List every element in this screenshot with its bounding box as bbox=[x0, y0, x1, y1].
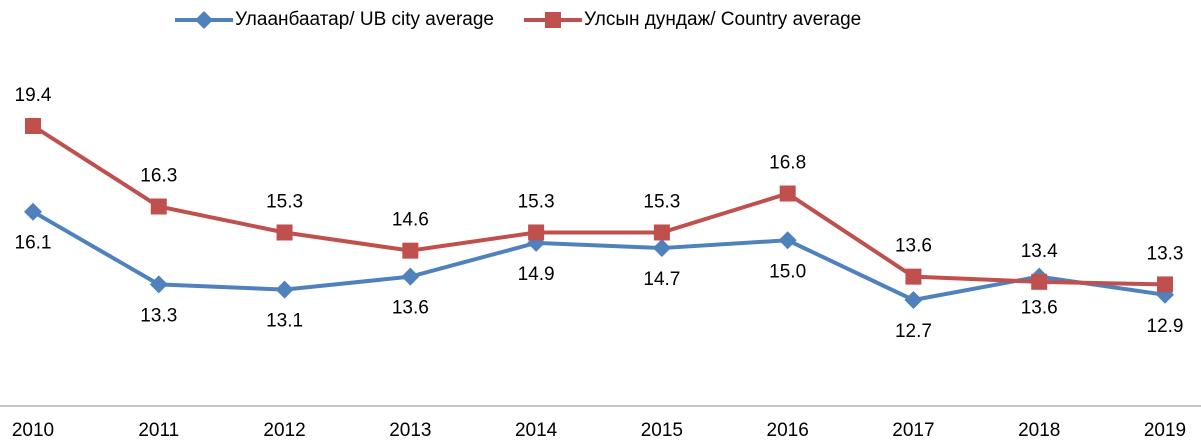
data-label: 16.8 bbox=[769, 153, 806, 174]
data-label: 19.4 bbox=[15, 85, 52, 106]
data-label: 15.3 bbox=[643, 191, 680, 212]
legend-marker bbox=[195, 11, 213, 29]
marker bbox=[653, 224, 670, 241]
marker bbox=[652, 239, 671, 258]
marker bbox=[528, 224, 545, 241]
series-line bbox=[31, 209, 1166, 303]
x-tick-label: 2014 bbox=[515, 420, 558, 441]
data-label: 16.3 bbox=[140, 166, 177, 187]
x-tick-label: 2013 bbox=[389, 420, 431, 441]
x-tick-label: 2019 bbox=[1144, 420, 1186, 441]
marker bbox=[905, 268, 922, 285]
legend-label: Улсын дундаж/ Country average bbox=[584, 9, 861, 30]
marker bbox=[1031, 273, 1048, 290]
marker bbox=[1157, 276, 1173, 293]
data-label: 13.6 bbox=[392, 298, 429, 319]
marker bbox=[904, 291, 923, 309]
data-label: 15.3 bbox=[518, 191, 555, 212]
x-tick-label: 2016 bbox=[767, 420, 809, 441]
legend-label: Улаанбаатар/ UB city average bbox=[235, 9, 494, 30]
data-label: 13.6 bbox=[1021, 298, 1058, 319]
x-tick-label: 2017 bbox=[892, 420, 934, 441]
data-label: 13.4 bbox=[1021, 241, 1058, 262]
data-label: 15.3 bbox=[266, 191, 303, 212]
data-label: 14.6 bbox=[392, 210, 429, 231]
data-label: 16.1 bbox=[15, 233, 52, 254]
data-label: 14.9 bbox=[518, 264, 555, 285]
marker bbox=[24, 202, 42, 221]
data-label: 14.7 bbox=[643, 269, 680, 290]
x-tick-label: 2012 bbox=[263, 420, 305, 441]
data-label: 12.9 bbox=[1147, 316, 1184, 337]
x-tick-label: 2010 bbox=[12, 420, 54, 441]
legend-marker bbox=[544, 12, 561, 28]
x-tick-label: 2011 bbox=[138, 420, 179, 441]
data-label: 12.7 bbox=[895, 321, 932, 342]
series-line bbox=[31, 124, 1166, 287]
marker bbox=[150, 198, 167, 215]
marker bbox=[276, 224, 293, 241]
marker bbox=[779, 185, 796, 202]
data-label: 15.0 bbox=[769, 261, 806, 282]
data-label: 13.3 bbox=[140, 305, 177, 326]
data-label: 13.3 bbox=[1147, 243, 1184, 264]
marker bbox=[25, 118, 41, 134]
marker bbox=[778, 231, 797, 250]
x-tick-label: 2015 bbox=[641, 420, 683, 441]
marker bbox=[401, 267, 420, 286]
data-label: 13.1 bbox=[266, 311, 303, 332]
data-label: 13.6 bbox=[895, 236, 932, 257]
marker bbox=[275, 280, 294, 299]
marker bbox=[149, 275, 168, 294]
x-tick-label: 2018 bbox=[1018, 420, 1060, 441]
marker bbox=[402, 242, 419, 259]
